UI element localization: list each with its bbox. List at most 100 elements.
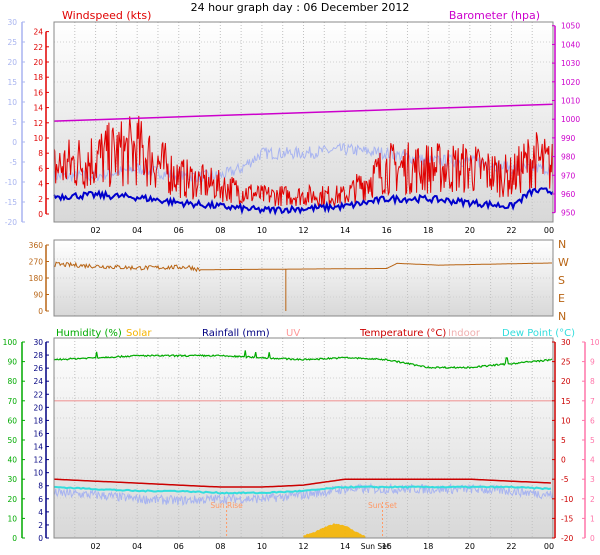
humidity-series-line	[53, 350, 553, 370]
humidity-axis-tick-label: 80	[7, 377, 17, 386]
uv-axis-tick-label: 4	[590, 456, 595, 465]
uv-axis-tick-label: 3	[590, 475, 595, 484]
uv-axis-tick-label: 2	[590, 495, 595, 504]
wind-left-axis-tick-label: 20	[33, 58, 43, 67]
humidity-axis-tick-label: 20	[7, 495, 17, 504]
graph-title: 24 hour graph day : 06 December 2012	[191, 1, 410, 14]
wind-left-axis-tick-label: 16	[33, 88, 43, 97]
temperature-legend-label: Temperature (°C)	[359, 328, 446, 339]
wind-panel-x-tick-label: 14	[340, 226, 350, 235]
wind-panel-x-tick-label: 04	[132, 226, 142, 235]
wind-outer-left-axis-tick-label: 30	[7, 18, 17, 27]
baro-right-axis-tick-label: 1050	[561, 22, 580, 31]
climate-panel-x-tick-label: 16	[382, 542, 392, 551]
compass-letter: W	[558, 256, 569, 269]
direction-panel-frame	[53, 239, 554, 317]
rainfall-axis-tick-label: 16	[33, 429, 43, 438]
rainfall-axis-tick-label: 28	[33, 351, 43, 360]
climate-panel-x-tick-label: 06	[174, 542, 184, 551]
humidity-legend-label: Humidity (%)	[56, 328, 122, 339]
temperature-axis-tick-label: 0	[561, 456, 566, 465]
rainfall-axis-tick-label: 26	[33, 364, 43, 373]
climate-panel-x-tick-label: 10	[257, 542, 267, 551]
baro-right-axis-tick-label: 1030	[561, 59, 580, 68]
uv-axis-tick-label: 1	[590, 514, 595, 523]
baro-right-axis-tick-label: 990	[561, 134, 576, 143]
baro-right-axis-tick-label: 1000	[561, 115, 580, 124]
wind-left-axis-tick-label: 6	[38, 164, 43, 173]
climate-panel-x-tick-label: 18	[423, 542, 433, 551]
uv-axis-tick-label: 0	[590, 534, 595, 543]
climate-panel-x-tick-label: 02	[90, 542, 100, 551]
climate-panel-x-tick-label: 04	[132, 542, 142, 551]
wind-left-axis-tick-label: 24	[33, 28, 43, 37]
baro-right-axis-tick-label: 1020	[561, 78, 580, 87]
wind-outer-left-axis-tick-label: -20	[5, 218, 17, 227]
wind-left-axis-tick-label: 0	[38, 210, 43, 219]
wind-left-axis-tick-label: 10	[33, 134, 43, 143]
wind-panel-x-tick-label: 18	[423, 226, 433, 235]
windspeed-legend-label: Windspeed (kts)	[62, 9, 151, 22]
rainfall-axis-tick-label: 6	[38, 495, 43, 504]
wind-outer-left-axis-tick-label: 5	[12, 118, 17, 127]
rainfall-axis-tick-label: 4	[38, 508, 43, 517]
climate-panel-x-tick-label: 14	[340, 542, 350, 551]
wind-outer-left-axis-tick-label: 10	[7, 98, 17, 107]
solar-legend-label: Solar	[126, 328, 152, 339]
temperature-axis-tick-label: 5	[561, 436, 566, 445]
climate-panel-x-tick-label: 22	[506, 542, 516, 551]
sunset-x-label: Sun Set	[361, 542, 390, 551]
barometer-series-line	[53, 103, 554, 122]
climate-panel-x-tick-label: 20	[465, 542, 475, 551]
humidity-axis-tick-label: 0	[12, 534, 17, 543]
wind-left-axis-tick-label: 18	[33, 73, 43, 82]
temperature-axis-tick-label: -10	[561, 495, 573, 504]
wind-left-axis-tick-label: 12	[33, 119, 43, 128]
dew-point-legend-label: Dew Point (°C)	[502, 328, 575, 339]
temperature-axis-tick-label: -15	[561, 514, 573, 523]
temperature-axis-tick-label: 25	[561, 358, 571, 367]
uv-legend-label: UV	[286, 328, 300, 339]
rainfall-axis-tick-label: 10	[33, 469, 43, 478]
humidity-axis-tick-label: 10	[7, 514, 17, 523]
temperature-axis-tick-label: 30	[561, 338, 571, 347]
solar-series-area	[303, 523, 366, 538]
uv-axis-tick-label: 5	[590, 436, 595, 445]
wind-outer-left-axis-tick-label: 20	[7, 58, 17, 67]
wind-left-axis-tick-label: 2	[38, 195, 43, 204]
graph-axes	[21, 21, 586, 539]
humidity-axis-tick-label: 70	[7, 397, 17, 406]
rainfall-axis-tick-label: 22	[33, 390, 43, 399]
baro-right-axis-tick-label: 1040	[561, 40, 580, 49]
compass-letter: E	[558, 292, 565, 305]
baro-right-axis-tick-label: 1010	[561, 97, 580, 106]
wind-outer-left-axis-tick-label: 25	[7, 38, 17, 47]
sunset-label: Sun Set	[368, 501, 397, 510]
wind-outer-left-axis-tick-label: 0	[12, 138, 17, 147]
wind-panel-x-tick-label: 22	[506, 226, 516, 235]
rainfall-axis-tick-label: 14	[33, 443, 43, 452]
uv-axis-tick-label: 9	[590, 358, 595, 367]
wind-average-series-line	[53, 187, 554, 216]
direction-left-axis-tick-label: 360	[29, 241, 44, 250]
temperature-axis-tick-label: -20	[561, 534, 573, 543]
wind-left-axis-tick-label: 4	[38, 180, 43, 189]
rainfall-legend-label: Rainfall (mm)	[202, 328, 270, 339]
rainfall-axis-tick-label: 12	[33, 456, 43, 465]
wind-panel-frame	[53, 21, 554, 223]
temperature-axis-tick-label: -5	[561, 475, 569, 484]
rainfall-axis-tick-label: 24	[33, 377, 43, 386]
rainfall-axis-tick-label: 18	[33, 416, 43, 425]
graph-series	[53, 103, 554, 538]
wind-outer-left-axis-tick-label: -10	[5, 178, 17, 187]
wind-panel-x-tick-label: 00	[544, 226, 554, 235]
wind-direction-series-line	[53, 261, 552, 273]
humidity-axis-tick-label: 100	[3, 338, 18, 347]
wind-outer-left-axis-tick-label: -5	[10, 158, 18, 167]
wind-panel-x-tick-label: 20	[465, 226, 475, 235]
wind-outer-left-axis-tick-label: 15	[7, 78, 17, 87]
climate-panel-x-tick-label: 00	[544, 542, 554, 551]
direction-left-axis-tick-label: 0	[38, 307, 43, 316]
temperature-axis-tick-label: 10	[561, 416, 571, 425]
